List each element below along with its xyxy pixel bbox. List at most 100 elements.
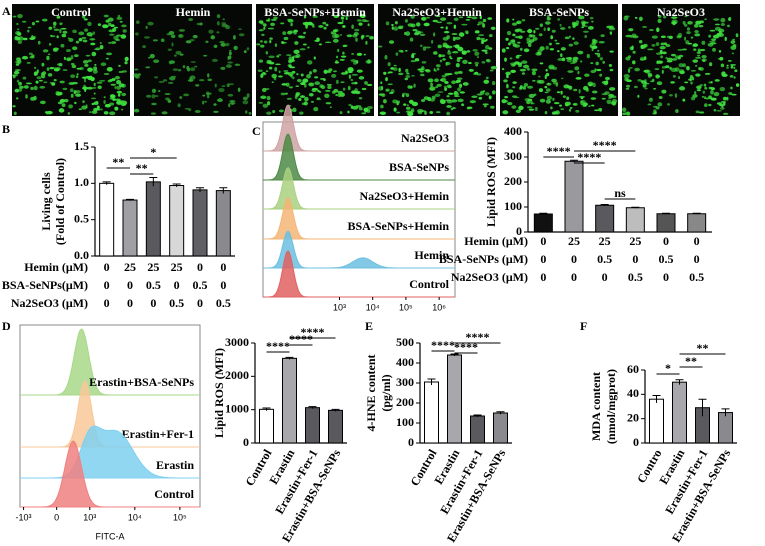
cell: [44, 111, 48, 114]
cell: [272, 110, 276, 114]
cell: [699, 48, 706, 52]
cell: [124, 56, 129, 62]
cell: [228, 83, 235, 86]
cell: [539, 98, 546, 103]
cell: [330, 31, 334, 35]
cell: [405, 106, 411, 110]
cell: [81, 105, 88, 110]
cell: [256, 43, 261, 46]
cell: [569, 106, 573, 109]
cell: [421, 16, 427, 21]
error-bar: [219, 187, 228, 194]
error-bar: [450, 353, 459, 356]
cell: [417, 68, 424, 71]
cell: [631, 45, 634, 51]
cell: [340, 55, 347, 58]
condition-value: 25: [599, 234, 611, 248]
cell: [288, 86, 293, 89]
y-axis-label: MDA content: [589, 372, 603, 441]
cell: [447, 92, 454, 95]
error-bar: [196, 187, 204, 193]
cell: [149, 53, 155, 59]
cell: [713, 91, 720, 97]
cell: [286, 97, 292, 100]
cell: [311, 89, 317, 92]
cell: [716, 109, 722, 112]
cell: [507, 102, 513, 106]
histogram-curve: [263, 104, 455, 152]
cell: [342, 25, 346, 28]
cell: [68, 38, 74, 42]
cell: [348, 103, 352, 107]
cell: [409, 37, 414, 42]
cell: [656, 52, 662, 55]
cell: [555, 42, 560, 45]
cell: [545, 68, 548, 72]
cell: [526, 29, 533, 33]
cell: [476, 56, 480, 59]
cell: [258, 59, 264, 63]
cell: [564, 36, 570, 40]
cell: [13, 70, 20, 75]
cell: [261, 33, 265, 36]
cell: [356, 52, 363, 56]
image-label: Control: [51, 5, 91, 19]
cell: [718, 50, 722, 53]
cell: [440, 99, 446, 105]
bar: [215, 190, 231, 257]
cell: [471, 95, 478, 99]
cell: [528, 93, 535, 99]
cell: [158, 90, 161, 93]
cell: [380, 85, 384, 91]
error-bar: [102, 181, 111, 185]
cell: [518, 105, 524, 111]
cell: [405, 68, 409, 73]
cell: [332, 38, 339, 43]
bar: [625, 207, 645, 233]
cell: [50, 35, 56, 38]
cell: [265, 19, 270, 22]
cell: [281, 83, 288, 86]
cell: [678, 76, 681, 80]
condition-value: 0.5: [597, 252, 612, 266]
condition-value: 0: [127, 278, 133, 292]
cell: [68, 104, 73, 109]
cell: [527, 98, 533, 102]
condition-value: 0: [220, 260, 226, 274]
cell: [120, 102, 127, 107]
histogram-curve: [263, 250, 455, 298]
cell: [56, 15, 61, 19]
cell: [99, 79, 106, 82]
cell: [483, 79, 490, 84]
cell: [78, 31, 85, 36]
cell: [199, 22, 203, 26]
cell: [117, 14, 121, 18]
cell: [651, 44, 656, 47]
cell: [710, 80, 713, 84]
cell: [637, 79, 642, 82]
cell: [12, 105, 16, 108]
significance-label: *: [150, 145, 156, 159]
cell: [686, 31, 691, 35]
cell: [360, 13, 366, 19]
cell: [361, 19, 367, 23]
cell: [91, 86, 97, 89]
y-tick-label: 0: [516, 224, 522, 238]
cell: [434, 69, 437, 72]
cell: [199, 79, 205, 82]
cell: [730, 40, 736, 44]
cell: [683, 23, 688, 27]
cell: [545, 88, 551, 92]
cell: [671, 16, 678, 19]
cell: [552, 111, 558, 115]
cell: [610, 101, 617, 106]
cell: [173, 54, 177, 57]
bar: [687, 213, 707, 233]
cell: [109, 33, 115, 36]
cell: [169, 60, 176, 64]
cell: [93, 48, 100, 51]
cell: [677, 32, 683, 38]
cell: [433, 32, 436, 37]
cell: [414, 32, 420, 36]
cell: [273, 76, 277, 81]
